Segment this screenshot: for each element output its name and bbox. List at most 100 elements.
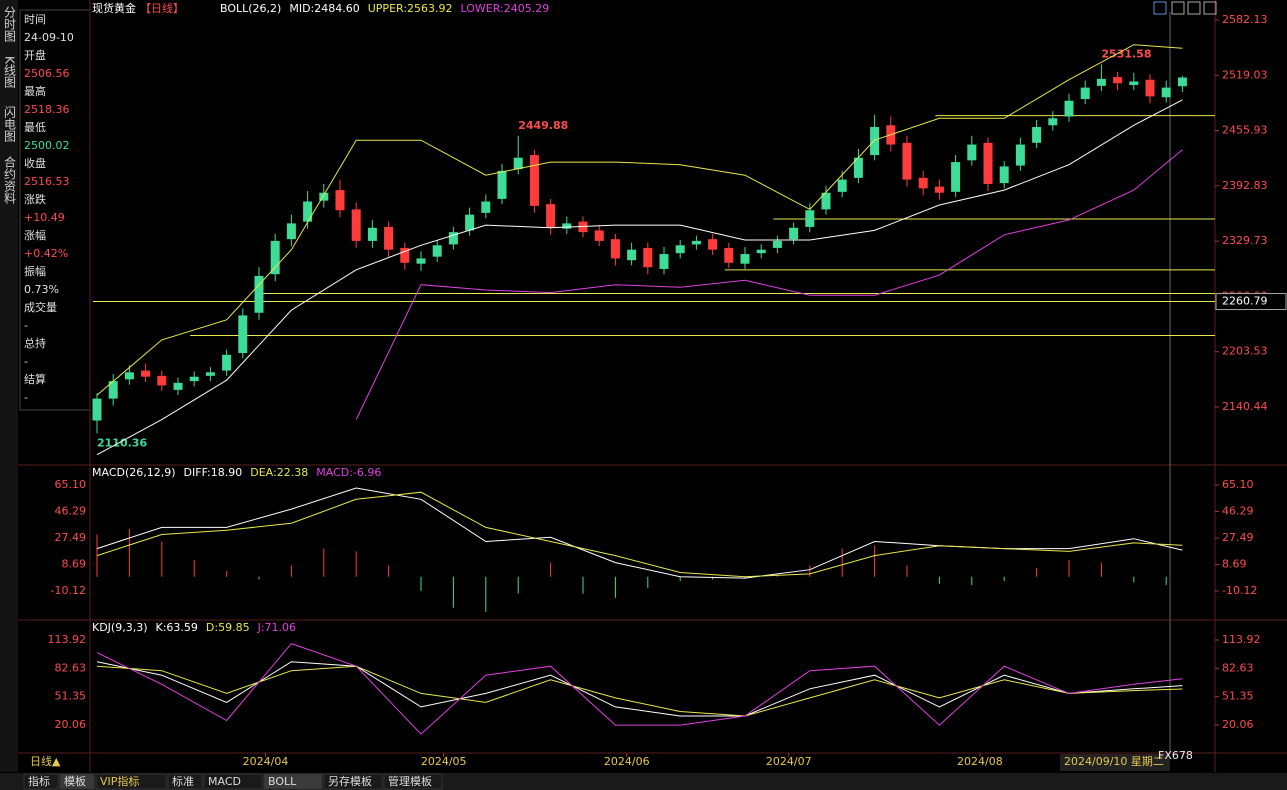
y-tick-label: 65.10 <box>1222 478 1254 491</box>
candle-body <box>1032 127 1042 143</box>
candle-body <box>951 162 961 192</box>
tab-label[interactable]: BOLL <box>268 775 297 788</box>
sidebar-tab[interactable]: 闪电图 <box>3 106 17 142</box>
icon[interactable] <box>1153 1 1167 15</box>
instrument-title: 现货黄金 <box>92 1 136 15</box>
y-tick-label: 2329.73 <box>1222 234 1268 247</box>
info-value: 2516.53 <box>24 175 70 188</box>
candle-body <box>448 232 458 245</box>
y-tick-label: 2140.44 <box>1222 400 1268 413</box>
legend-entry: DIFF:18.90 <box>184 466 243 479</box>
info-label: 结算 <box>24 372 46 386</box>
y-tick-label: 27.49 <box>55 531 87 544</box>
high-label: 2449.88 <box>518 119 568 132</box>
candle-body <box>1177 77 1187 87</box>
candle-body <box>1129 81 1139 85</box>
indicator-line <box>96 99 1183 456</box>
legend-entry: MACD:-6.96 <box>316 466 381 479</box>
candle-body <box>497 170 507 199</box>
candle-body <box>465 214 475 231</box>
tab[interactable] <box>95 773 167 790</box>
y-tick-label: 20.06 <box>55 718 87 731</box>
legend-entry: MID:2484.60 <box>289 2 359 15</box>
candle-body <box>902 142 912 180</box>
candle-body <box>286 223 296 240</box>
indicator-line <box>96 44 1183 396</box>
candle-body <box>805 210 815 227</box>
y-tick-label: -10.12 <box>51 584 86 597</box>
tab[interactable] <box>167 773 203 790</box>
info-label: 成交量 <box>24 300 57 314</box>
y-tick-label: 51.35 <box>1222 690 1254 703</box>
tab-label[interactable]: MACD <box>208 775 241 788</box>
tab[interactable] <box>323 773 383 790</box>
x-tick-label: 2024/08 <box>957 755 1003 768</box>
y-tick-label: 82.63 <box>55 661 87 674</box>
candle-body <box>1080 87 1090 99</box>
icon[interactable] <box>1203 1 1217 15</box>
info-value: - <box>24 319 28 332</box>
tab-label[interactable]: VIP指标 <box>100 774 139 788</box>
icon[interactable] <box>1171 1 1185 15</box>
y-tick-label: 65.10 <box>55 478 87 491</box>
candle-body <box>983 142 993 184</box>
candle-body <box>562 223 572 229</box>
candle-body <box>254 275 264 313</box>
info-value: 2500.02 <box>24 139 70 152</box>
tab[interactable] <box>23 773 59 790</box>
candle-body <box>724 247 734 263</box>
info-value: - <box>24 355 28 368</box>
candle-body <box>108 381 118 399</box>
tab-label[interactable]: 标准 <box>172 774 194 788</box>
candle-body <box>659 254 669 269</box>
icon[interactable] <box>1187 1 1201 15</box>
tab[interactable] <box>203 773 263 790</box>
candle-body <box>270 240 280 275</box>
y-tick-label: 82.63 <box>1222 661 1254 674</box>
y-tick-label: 46.29 <box>1222 505 1254 518</box>
tab[interactable] <box>383 773 443 790</box>
candle-body <box>756 249 766 254</box>
sidebar-tab[interactable]: 分时图 <box>3 6 17 42</box>
tab-label[interactable]: 模板 <box>64 774 86 788</box>
legend-entry: KDJ(9,3,3) <box>92 621 148 634</box>
sidebar-tab[interactable]: K线图 <box>3 56 17 88</box>
candle-body <box>610 239 620 259</box>
candle-body <box>319 192 329 201</box>
legend-entry: LOWER:2405.29 <box>461 2 550 15</box>
info-label: 涨幅 <box>24 229 46 242</box>
x-tick-label: 2024/04 <box>243 755 289 768</box>
candle-body <box>1113 77 1123 84</box>
candle-body <box>821 192 831 210</box>
candle-body <box>141 370 151 377</box>
candle-body <box>173 382 183 390</box>
info-label: 时间 <box>24 13 46 26</box>
info-value: - <box>24 391 28 404</box>
tab-label[interactable]: 管理模板 <box>388 774 432 788</box>
candle-body <box>1015 144 1025 166</box>
price-marker: 2260.79 <box>1222 295 1268 308</box>
sidebar-tab[interactable]: 合约资料 <box>3 155 17 204</box>
y-tick-label: 51.35 <box>55 690 87 703</box>
legend-entry: BOLL(26,2) <box>220 2 281 15</box>
legend-entry: UPPER:2563.92 <box>368 2 453 15</box>
candle-body <box>740 254 750 264</box>
candle-body <box>189 376 199 382</box>
legend-entry: J:71.06 <box>257 621 296 634</box>
tab-label[interactable]: 另存模板 <box>328 774 372 788</box>
tab-label[interactable]: 指标 <box>28 774 50 788</box>
period-button[interactable]: 日线▲ <box>30 754 61 768</box>
info-label: 收盘 <box>24 156 46 170</box>
candle-body <box>157 375 167 386</box>
tab[interactable] <box>59 773 95 790</box>
candle-body <box>1048 118 1058 126</box>
tab[interactable] <box>263 773 323 790</box>
x-tick-label: 2024/05 <box>421 755 467 768</box>
candle-body <box>789 227 799 240</box>
legend-entry: MACD(26,12,9) <box>92 466 176 479</box>
date-cursor-box <box>1060 754 1170 771</box>
legend-entry: DEA:22.38 <box>250 466 308 479</box>
y-tick-label: 2455.93 <box>1222 124 1268 137</box>
y-tick-label: 8.69 <box>1222 557 1247 570</box>
candle-body <box>1096 78 1106 86</box>
